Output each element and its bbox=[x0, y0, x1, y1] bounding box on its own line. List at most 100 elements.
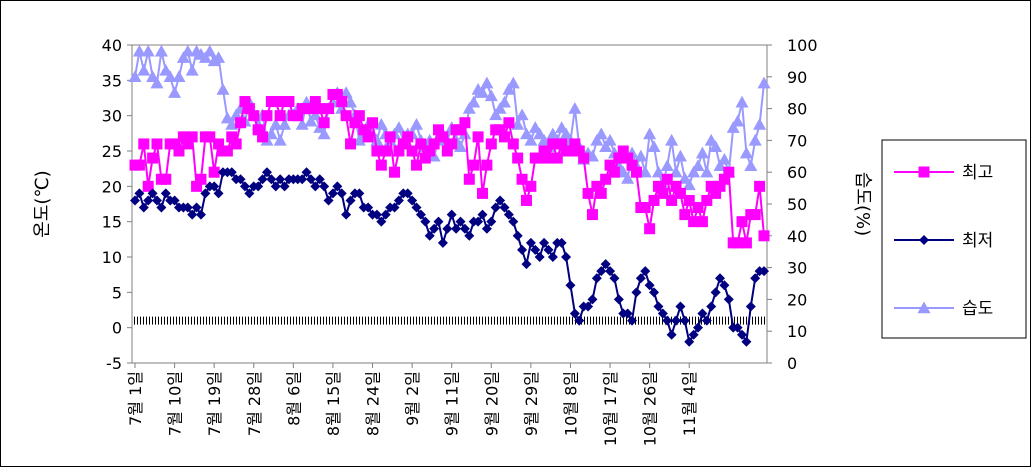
data-point bbox=[595, 187, 607, 199]
data-point bbox=[688, 216, 700, 228]
data-point bbox=[176, 51, 190, 63]
data-point bbox=[687, 165, 701, 178]
right-tick-label: 50 bbox=[787, 195, 807, 214]
data-point bbox=[757, 76, 771, 89]
data-point bbox=[736, 216, 748, 228]
data-point bbox=[561, 252, 572, 262]
data-point bbox=[273, 133, 287, 146]
x-tick-label: 9월 2일 bbox=[403, 371, 422, 426]
x-tick-label: 10월 26일 bbox=[641, 371, 660, 446]
data-point bbox=[301, 167, 312, 178]
data-point bbox=[134, 188, 145, 199]
data-point bbox=[754, 180, 766, 192]
data-point bbox=[363, 202, 374, 213]
data-point bbox=[130, 195, 140, 206]
data-point bbox=[622, 308, 633, 319]
data-point bbox=[397, 138, 409, 150]
data-point bbox=[182, 138, 194, 150]
data-point bbox=[692, 202, 704, 214]
data-point bbox=[622, 152, 634, 164]
data-point bbox=[353, 110, 365, 122]
x-tick-label: 9월 20일 bbox=[482, 371, 501, 436]
data-point bbox=[587, 294, 598, 305]
data-point bbox=[697, 308, 708, 319]
data-point bbox=[415, 138, 427, 150]
data-point bbox=[200, 188, 211, 199]
data-point bbox=[497, 95, 511, 108]
data-point bbox=[266, 174, 277, 185]
data-point bbox=[627, 315, 638, 326]
data-point bbox=[415, 209, 426, 220]
data-point bbox=[710, 187, 722, 199]
data-point bbox=[609, 273, 620, 284]
data-point bbox=[195, 209, 206, 220]
series-layer bbox=[128, 44, 771, 347]
data-point bbox=[506, 76, 520, 89]
data-point bbox=[490, 202, 501, 213]
data-point bbox=[453, 140, 467, 152]
x-tick-label: 8월 6일 bbox=[284, 371, 303, 426]
right-tick-label: 10 bbox=[787, 322, 807, 341]
data-point bbox=[583, 301, 594, 312]
data-point bbox=[723, 166, 735, 178]
data-point bbox=[419, 152, 431, 164]
data-point bbox=[177, 131, 189, 143]
data-point bbox=[670, 180, 682, 192]
data-point bbox=[750, 273, 761, 284]
data-point bbox=[512, 230, 523, 241]
data-point bbox=[358, 124, 370, 136]
data-point bbox=[138, 138, 150, 150]
data-point bbox=[213, 188, 224, 199]
data-point bbox=[732, 322, 743, 333]
data-point bbox=[344, 95, 358, 108]
data-point bbox=[459, 117, 471, 129]
data-point bbox=[239, 181, 250, 192]
data-point bbox=[380, 145, 392, 157]
x-tick-label: 7월 28일 bbox=[245, 371, 264, 436]
data-point bbox=[339, 86, 353, 98]
data-point bbox=[305, 174, 316, 185]
data-point bbox=[735, 95, 749, 108]
data-point bbox=[295, 118, 309, 130]
data-point bbox=[651, 165, 665, 178]
data-point bbox=[332, 181, 343, 192]
data-point bbox=[226, 131, 238, 143]
data-point bbox=[278, 118, 292, 130]
data-point bbox=[216, 83, 230, 95]
data-point bbox=[740, 237, 752, 249]
data-point bbox=[318, 117, 330, 129]
data-point bbox=[574, 315, 585, 326]
data-point bbox=[556, 237, 567, 248]
data-point bbox=[169, 195, 180, 206]
data-point bbox=[476, 187, 488, 199]
data-point bbox=[582, 187, 594, 199]
data-point bbox=[437, 237, 448, 248]
data-point bbox=[376, 216, 387, 227]
data-point bbox=[512, 152, 524, 164]
data-point bbox=[371, 209, 382, 220]
data-point bbox=[428, 138, 440, 150]
left-tick-label: 10 bbox=[102, 248, 122, 267]
data-point bbox=[715, 273, 726, 284]
data-point bbox=[257, 174, 268, 185]
data-point bbox=[741, 336, 752, 347]
data-point bbox=[309, 96, 321, 108]
data-point bbox=[657, 187, 669, 199]
data-point bbox=[710, 287, 721, 298]
data-point bbox=[617, 145, 629, 157]
data-point bbox=[253, 181, 264, 192]
data-point bbox=[169, 138, 181, 150]
data-point bbox=[327, 188, 338, 199]
data-point bbox=[713, 159, 727, 172]
data-point bbox=[455, 216, 466, 227]
data-point bbox=[147, 152, 159, 164]
data-point bbox=[508, 216, 519, 227]
data-point bbox=[230, 138, 242, 150]
legend-marker bbox=[917, 301, 931, 314]
data-point bbox=[406, 145, 418, 157]
data-point bbox=[530, 244, 541, 255]
data-point bbox=[695, 146, 709, 159]
data-point bbox=[283, 96, 295, 108]
x-tick-label: 8월 15일 bbox=[324, 371, 343, 436]
data-point bbox=[481, 159, 493, 171]
